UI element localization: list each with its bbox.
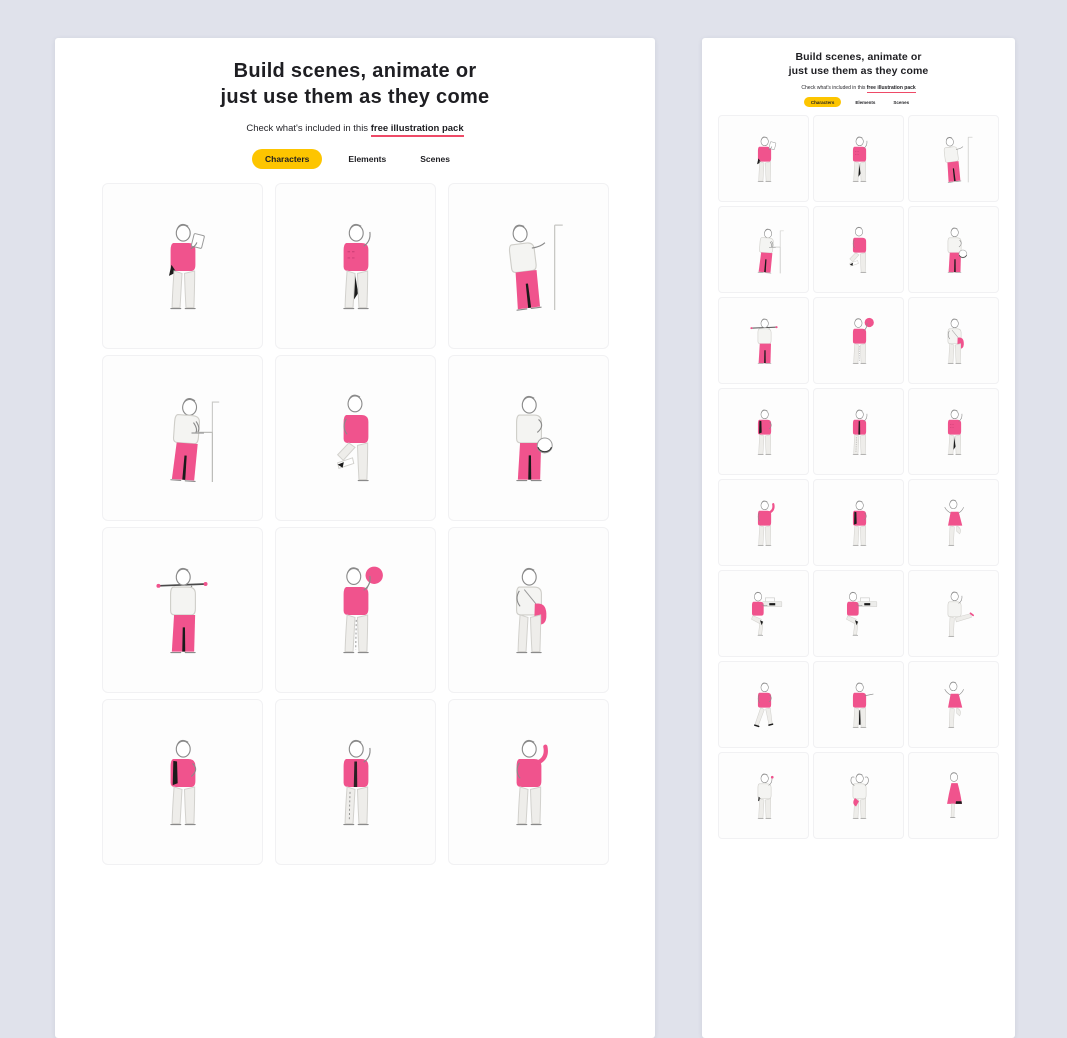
standing-desk-figure-illustration	[757, 228, 784, 273]
character-card-waving-arm[interactable]	[718, 479, 809, 566]
character-card-reading[interactable]	[718, 115, 809, 202]
character-card-sitting-desk[interactable]	[813, 570, 904, 657]
character-card-hands-behind[interactable]	[274, 183, 436, 349]
character-card-reading[interactable]	[101, 183, 263, 349]
category-tabs: Characters Elements Scenes	[55, 149, 655, 169]
thinking-figure-illustration	[852, 409, 867, 455]
pack-description-small-text: Check what's included in this	[801, 85, 867, 91]
carrying-tray-figure-illustration	[156, 567, 208, 654]
pointing-figure-illustration	[852, 682, 874, 728]
free-pack-link-small[interactable]: free illustration pack	[866, 85, 916, 93]
pack-description: Check what's included in this free illus…	[55, 123, 655, 137]
thinking-figure-illustration	[343, 739, 371, 826]
main-preview-panel: Build scenes, animate or just use them a…	[55, 38, 655, 1038]
sitting-desk-figure-illustration	[750, 591, 782, 636]
character-card-leaning-wall[interactable]	[447, 183, 609, 349]
characters-grid-small	[718, 115, 999, 839]
pink-dress-figure-illustration	[946, 771, 962, 818]
hands-in-pockets-figure-illustration	[757, 409, 772, 455]
walking-figure-illustration	[753, 682, 773, 727]
page-title-small-line2: just use them as they come	[788, 64, 929, 77]
characters-grid	[101, 183, 609, 865]
page-title-small-line1: Build scenes, animate or	[795, 51, 922, 63]
character-card-balloon[interactable]	[274, 527, 436, 693]
character-card-standing-desk[interactable]	[718, 206, 809, 293]
dancing-figure-illustration	[943, 499, 964, 546]
carrying-tray-figure-illustration	[749, 318, 778, 364]
tab-characters-small[interactable]: Characters	[803, 97, 842, 107]
category-tabs-small: Characters Elements Scenes	[702, 97, 1015, 107]
tab-scenes[interactable]: Scenes	[412, 149, 458, 169]
shoulder-bag-figure-illustration	[947, 318, 964, 364]
leaning-wall-figure-illustration	[508, 224, 563, 311]
pack-description-small: Check what's included in this free illus…	[702, 85, 1015, 93]
balloon-figure-illustration	[852, 317, 874, 364]
character-card-hands-in-pockets[interactable]	[101, 699, 263, 865]
character-card-thinking[interactable]	[274, 699, 436, 865]
sitting-desk-figure-illustration	[845, 591, 877, 636]
tab-characters[interactable]: Characters	[252, 149, 323, 169]
character-card-hands-behind[interactable]	[908, 388, 999, 475]
hands-in-pockets-figure-illustration	[170, 739, 197, 826]
page-title: Build scenes, animate or just use them a…	[55, 58, 655, 110]
character-card-leg-raised[interactable]	[908, 570, 999, 657]
character-card-waving[interactable]	[718, 752, 809, 839]
character-card-waving-arm[interactable]	[447, 699, 609, 865]
character-card-pointing[interactable]	[813, 661, 904, 748]
character-card-walking[interactable]	[718, 661, 809, 748]
shoulder-bag-figure-illustration	[516, 567, 547, 654]
hands-behind-figure-illustration	[852, 136, 867, 182]
hands-behind-figure-illustration	[343, 223, 371, 310]
balloon-figure-illustration	[343, 566, 383, 654]
page-title-small: Build scenes, animate or just use them a…	[702, 51, 1015, 78]
stepping-up-figure-illustration	[848, 226, 866, 273]
character-card-balloon[interactable]	[813, 297, 904, 384]
reading-figure-illustration	[168, 223, 205, 310]
helmet-carry-figure-illustration	[947, 227, 967, 273]
waving-figure-illustration	[757, 773, 774, 819]
character-card-dancing[interactable]	[908, 661, 999, 748]
character-card-helmet-carry[interactable]	[908, 206, 999, 293]
stepping-up-figure-illustration	[336, 394, 369, 482]
page-title-line2: just use them as they come	[220, 86, 490, 108]
character-card-carrying-tray[interactable]	[101, 527, 263, 693]
character-card-leaning-wall[interactable]	[908, 115, 999, 202]
character-card-standing-desk[interactable]	[101, 355, 263, 521]
character-card-stepping-up[interactable]	[274, 355, 436, 521]
character-card-thinking[interactable]	[813, 388, 904, 475]
character-card-pink-dress[interactable]	[908, 752, 999, 839]
pack-description-text: Check what's included in this	[246, 123, 371, 134]
tab-elements-small[interactable]: Elements	[851, 97, 879, 107]
waving-arm-figure-illustration	[757, 500, 775, 546]
free-pack-link[interactable]: free illustration pack	[370, 123, 464, 137]
page-title-line1: Build scenes, animate or	[233, 60, 477, 82]
character-card-hands-in-pockets[interactable]	[813, 479, 904, 566]
character-card-dancing[interactable]	[908, 479, 999, 566]
hands-in-pockets-figure-illustration	[852, 500, 867, 546]
character-card-hands-behind[interactable]	[813, 115, 904, 202]
helmet-carry-figure-illustration	[516, 395, 553, 482]
dancing-figure-illustration	[943, 681, 964, 728]
character-card-helmet-carry[interactable]	[447, 355, 609, 521]
character-card-shoulder-bag[interactable]	[447, 527, 609, 693]
flexing-figure-illustration	[850, 773, 869, 819]
character-card-sitting-desk[interactable]	[718, 570, 809, 657]
tab-elements[interactable]: Elements	[340, 149, 394, 169]
character-card-hands-in-pockets[interactable]	[718, 388, 809, 475]
tab-scenes-small[interactable]: Scenes	[889, 97, 913, 107]
standing-desk-figure-illustration	[170, 398, 220, 483]
character-card-carrying-tray[interactable]	[718, 297, 809, 384]
waving-arm-figure-illustration	[516, 739, 548, 826]
leaning-wall-figure-illustration	[943, 136, 972, 183]
character-card-stepping-up[interactable]	[813, 206, 904, 293]
character-card-shoulder-bag[interactable]	[908, 297, 999, 384]
character-card-flexing[interactable]	[813, 752, 904, 839]
leg-raised-figure-illustration	[947, 591, 974, 637]
thumbnail-preview-panel: Build scenes, animate or just use them a…	[702, 38, 1015, 1038]
reading-figure-illustration	[756, 136, 776, 182]
hands-behind-figure-illustration	[947, 409, 962, 455]
